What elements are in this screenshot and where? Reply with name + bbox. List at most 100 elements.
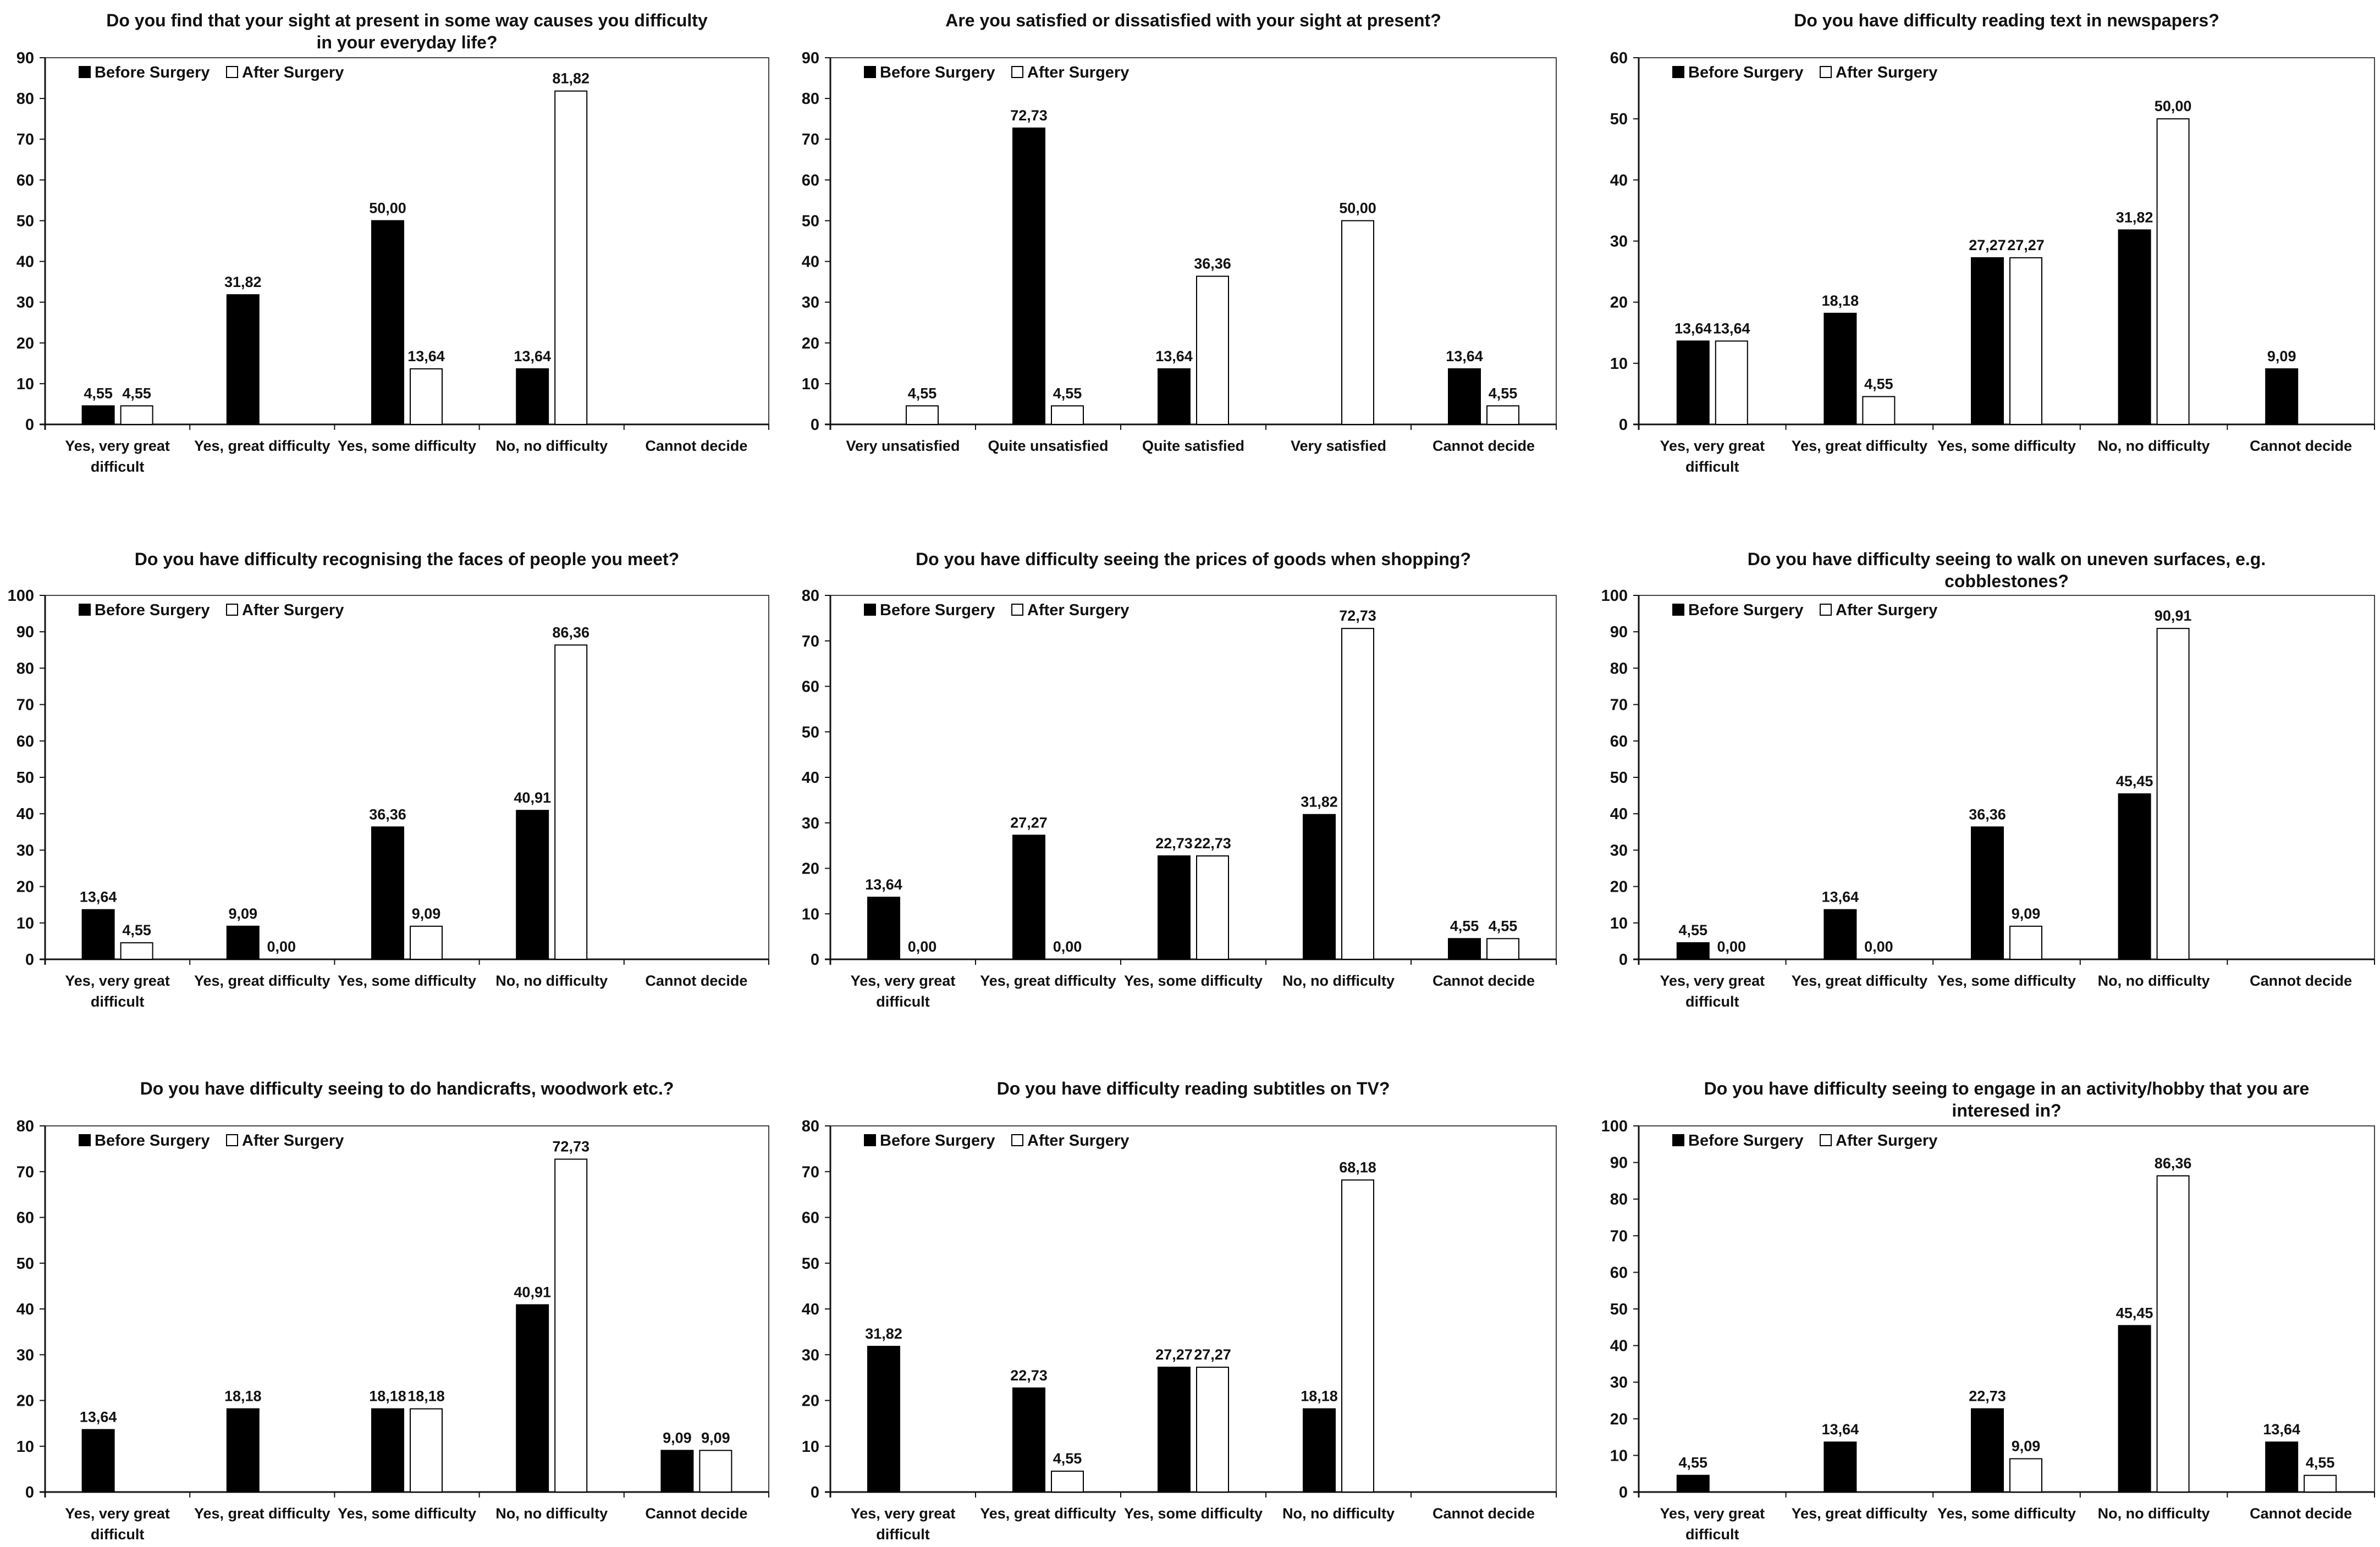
y-tick-label: 80 [16,1118,34,1135]
data-label: 31,82 [2116,209,2153,225]
bar-before-surgery [1448,938,1481,960]
x-category-label: Yes, some difficulty [1124,973,1263,989]
data-label: 4,55 [1679,922,1708,938]
x-category-label: difficult [876,993,929,1010]
y-tick-label: 50 [1610,1301,1628,1318]
data-label: 4,55 [1053,1450,1082,1467]
y-tick-label: 10 [16,375,34,393]
chart-panel-8: Do you have difficulty reading subtitles… [802,1079,1557,1543]
data-label: 18,18 [1301,1388,1338,1405]
y-tick-label: 0 [811,1484,819,1501]
bar-before-surgery [2265,1441,2299,1493]
y-tick-label: 0 [1619,1484,1628,1501]
bar-before-surgery [516,810,549,960]
x-category-label: difficult [876,1526,929,1543]
data-label: 13,64 [2263,1421,2300,1438]
data-label: 22,73 [1969,1388,2006,1405]
x-category-label: Yes, great difficulty [1792,973,1928,989]
y-tick-label: 30 [1610,1374,1628,1391]
y-tick-label: 20 [16,335,34,352]
x-category-label: Cannot decide [2250,1505,2352,1522]
x-category-label: Yes, very great [65,1505,170,1522]
legend-swatch-before [1672,1134,1684,1146]
y-tick-label: 10 [16,1438,34,1456]
y-tick-label: 50 [16,1255,34,1273]
y-tick-label: 30 [1610,233,1628,251]
y-tick-label: 30 [16,294,34,312]
y-tick-label: 70 [16,1163,34,1181]
data-label: 13,64 [1155,348,1193,364]
plot-frame [1638,595,2375,960]
y-tick-label: 70 [1610,1228,1628,1245]
data-label: 13,64 [80,1408,117,1425]
y-tick-label: 60 [1610,1264,1628,1281]
data-label: 50,00 [369,200,406,216]
bar-before-surgery [2118,229,2151,425]
x-category-label: No, no difficulty [2098,973,2210,989]
bar-after-surgery [1715,340,1748,425]
x-category-label: Yes, very great [65,438,170,454]
chart-panel-2: Are you satisfied or dissatisfied with y… [802,10,1557,454]
x-category-label: Cannot decide [1433,973,1535,989]
chart-title: Do you have difficulty reading text in n… [1794,10,2219,30]
x-category-label: Cannot decide [1433,1505,1535,1522]
bar-before-surgery [226,925,260,960]
plot-frame [830,595,1557,960]
bar-after-surgery [410,925,443,960]
legend-label-before: Before Surgery [1688,601,1804,619]
y-tick-label: 0 [1619,416,1628,434]
y-tick-label: 60 [1610,49,1628,67]
bar-after-surgery [1341,220,1374,425]
y-tick-label: 30 [802,1346,819,1364]
bar-before-surgery [371,1408,404,1493]
data-label: 4,55 [1864,375,1893,392]
data-label: 13,64 [1446,348,1483,364]
plot-frame [45,1125,769,1493]
bar-after-surgery [1341,628,1374,960]
x-category-label: Very unsatisfied [846,438,960,454]
bar-before-surgery [867,1346,900,1493]
x-category-label: Yes, great difficulty [980,1505,1116,1522]
bar-after-surgery [1486,405,1519,425]
y-tick-label: 60 [802,1209,819,1227]
chart-title: in your everyday life? [316,32,497,52]
bar-after-surgery [1196,275,1229,425]
y-tick-label: 20 [16,1393,34,1410]
y-tick-label: 50 [16,212,34,230]
y-tick-label: 40 [1610,172,1628,189]
legend-label-after: After Surgery [242,601,344,619]
y-tick-label: 100 [1601,587,1628,605]
data-label: 31,82 [1301,794,1338,810]
bar-before-surgery [2118,1325,2151,1493]
data-label: 40,91 [514,1284,551,1300]
data-label: 72,73 [552,1139,590,1155]
legend-label-before: Before Surgery [95,1132,210,1150]
legend-label-after: After Surgery [1027,601,1129,619]
y-tick-label: 80 [802,90,819,108]
y-tick-label: 80 [16,90,34,108]
x-category-label: Cannot decide [2250,973,2352,989]
bar-after-surgery [410,368,443,425]
chart-panel-1: Do you find that your sight at present i… [16,10,769,475]
x-category-label: Cannot decide [1433,438,1535,454]
x-category-label: Yes, great difficulty [980,973,1116,989]
bar-after-surgery [120,405,153,425]
y-tick-label: 20 [802,860,819,878]
data-label: 4,55 [1489,918,1518,934]
data-label: 4,55 [1450,918,1479,934]
legend-label-before: Before Surgery [880,1132,995,1150]
y-tick-label: 50 [802,1255,819,1273]
data-label: 90,91 [2155,607,2192,624]
bar-before-surgery [1158,1366,1191,1493]
legend-label-after: After Surgery [242,1132,344,1150]
bar-before-surgery [1303,814,1336,960]
data-label: 4,55 [84,385,113,401]
data-label: 31,82 [224,274,262,290]
y-tick-label: 100 [1601,1118,1628,1135]
x-category-label: Cannot decide [645,1505,747,1522]
bar-before-surgery [516,368,549,425]
y-tick-label: 10 [802,905,819,923]
data-label: 9,09 [2267,348,2296,364]
x-category-label: Yes, very great [1660,973,1765,989]
